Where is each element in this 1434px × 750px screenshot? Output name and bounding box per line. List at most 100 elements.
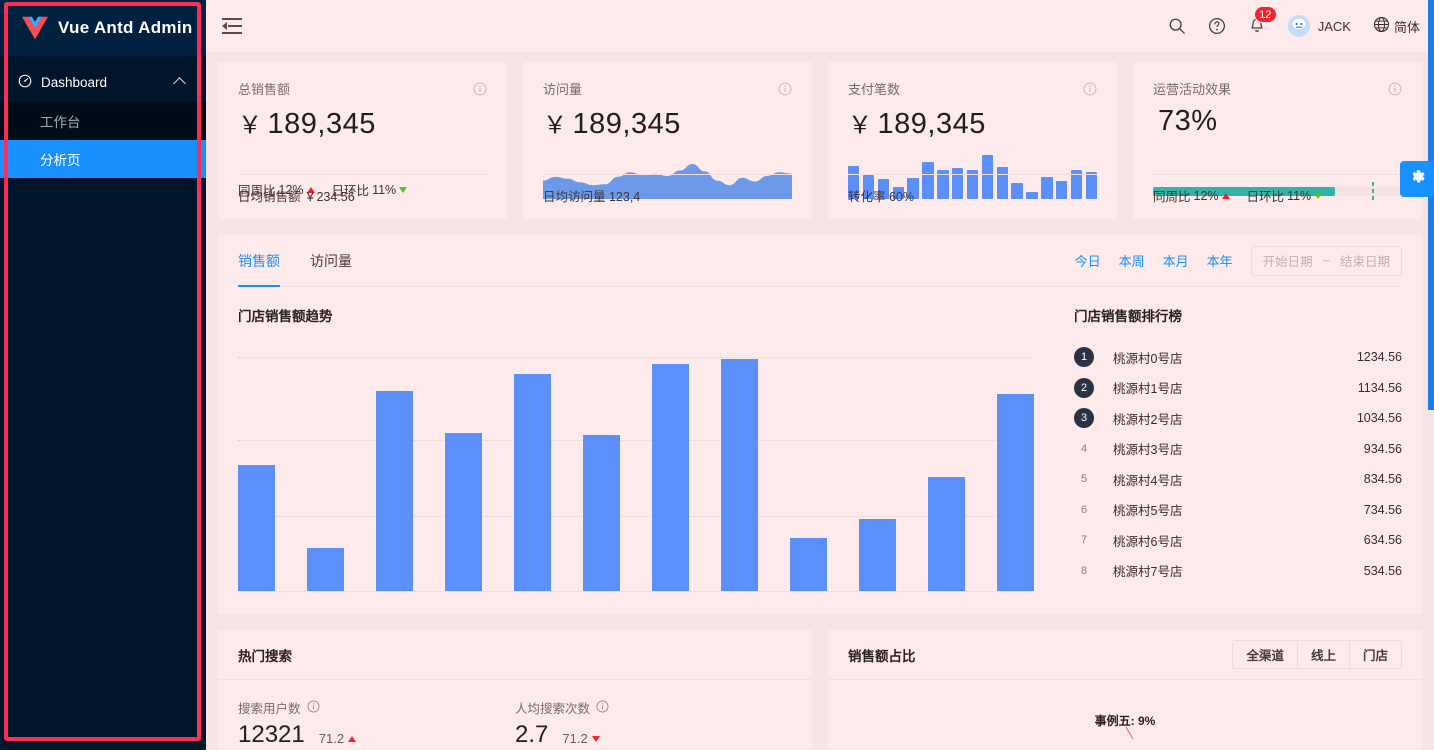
stat-value-row: 12321 71.2 bbox=[238, 721, 515, 749]
stat-card-header: 访问量 bbox=[543, 79, 792, 98]
trend-chart-title: 门店销售额趋势 bbox=[238, 309, 333, 324]
bar-4 bbox=[445, 432, 482, 592]
topbar: 12 JACK bbox=[206, 0, 1434, 52]
tab-visits[interactable]: 访问量 bbox=[310, 235, 352, 286]
sidebar-group-dashboard[interactable]: Dashboard bbox=[0, 62, 206, 102]
notification-bell[interactable]: 12 bbox=[1248, 6, 1277, 35]
hot-search-title: 热门搜索 bbox=[238, 648, 292, 664]
delta-value: 71.2 bbox=[318, 731, 345, 746]
question-circle-icon[interactable] bbox=[1208, 17, 1226, 35]
range-week[interactable]: 本周 bbox=[1118, 254, 1145, 269]
arrow-up-icon bbox=[1221, 192, 1230, 199]
segment-online[interactable]: 线上 bbox=[1296, 641, 1349, 668]
trend-label: 同周比 bbox=[1153, 190, 1191, 204]
segment-store[interactable]: 门店 bbox=[1348, 641, 1401, 668]
settings-drawer-button[interactable] bbox=[1400, 161, 1434, 197]
rank-value: 734.56 bbox=[1363, 502, 1402, 517]
segment-all-channels[interactable]: 全渠道 bbox=[1246, 649, 1284, 663]
rank-store-name: 桃源村1号店 bbox=[1113, 382, 1183, 397]
arrow-down-icon bbox=[399, 186, 408, 193]
stat-card-value: 73% bbox=[1153, 105, 1402, 138]
info-circle-icon[interactable] bbox=[778, 82, 792, 96]
mini-bar bbox=[1041, 176, 1053, 199]
tab-sales[interactable]: 销售额 bbox=[238, 235, 280, 287]
mini-bar bbox=[981, 154, 994, 199]
notification-badge: 12 bbox=[1253, 6, 1277, 23]
mini-bar bbox=[966, 170, 979, 199]
sidebar-item-analysis[interactable]: 分析页 bbox=[0, 140, 206, 178]
arrow-up-icon bbox=[348, 735, 357, 742]
stat-delta: 71.2 bbox=[318, 731, 357, 749]
start-date-input[interactable]: 开始日期 bbox=[1262, 255, 1313, 269]
bottom-card-row: 热门搜索 搜索用户数 12321 bbox=[218, 630, 1422, 749]
end-date-input[interactable]: 结束日期 bbox=[1339, 255, 1390, 269]
stat-label: 人均搜索次数 bbox=[515, 702, 591, 716]
mini-bar bbox=[907, 177, 919, 199]
mini-bar bbox=[1011, 183, 1023, 199]
rank-value: 1234.56 bbox=[1356, 350, 1402, 365]
mini-bar bbox=[1070, 170, 1083, 199]
range-today[interactable]: 今日 bbox=[1074, 254, 1101, 269]
trend-value: 11% bbox=[372, 182, 397, 197]
mini-bar bbox=[877, 178, 890, 199]
range-year[interactable]: 本年 bbox=[1206, 254, 1233, 269]
menu-fold-icon[interactable] bbox=[222, 18, 242, 34]
stat-card-number: 189,345 bbox=[572, 108, 681, 140]
stat-card-number: 189,345 bbox=[877, 108, 986, 140]
hot-search-stats: 搜索用户数 12321 71.2 bbox=[218, 680, 812, 749]
stat-card-number: 73% bbox=[1158, 105, 1218, 137]
ranking-row: 1 桃源村0号店 1234.56 bbox=[1074, 342, 1402, 373]
campaign-progress-bar bbox=[1153, 182, 1402, 201]
currency-symbol: ￥ bbox=[848, 112, 873, 139]
ranking-row: 7 桃源村6号店 634.56 bbox=[1074, 525, 1402, 556]
tab-label: 访问量 bbox=[310, 252, 352, 269]
rank-value: 1134.56 bbox=[1357, 380, 1402, 395]
sidebar-item-workbench[interactable]: 工作台 bbox=[0, 102, 206, 140]
bar-3 bbox=[376, 391, 413, 592]
ranking-row: 6 桃源村5号店 734.56 bbox=[1074, 495, 1402, 526]
ranking-title: 门店销售额排行榜 bbox=[1074, 309, 1182, 324]
info-circle-icon[interactable] bbox=[307, 700, 320, 716]
mini-bar bbox=[848, 165, 860, 199]
rank-badge: 1 bbox=[1074, 347, 1094, 368]
rank-store-name: 桃源村4号店 bbox=[1113, 473, 1183, 488]
language-switcher[interactable]: 简体 bbox=[1373, 16, 1420, 36]
rank-value: 534.56 bbox=[1363, 563, 1402, 578]
bar-9 bbox=[790, 538, 827, 592]
pie-leader-line bbox=[1125, 726, 1134, 740]
sidebar-logo[interactable]: Vue Antd Admin bbox=[0, 0, 206, 56]
chevron-up-icon[interactable] bbox=[173, 77, 186, 90]
trend-week: 同周比 12% bbox=[1153, 186, 1230, 205]
date-range-picker[interactable]: 开始日期 ~ 结束日期 bbox=[1250, 245, 1402, 276]
delta-value: 71.2 bbox=[562, 731, 588, 746]
rank-badge: 7 bbox=[1080, 534, 1088, 547]
rank-store-name: 桃源村3号店 bbox=[1113, 443, 1183, 458]
sidebar-item-label: 工作台 bbox=[40, 115, 81, 130]
mini-bar bbox=[1026, 191, 1038, 199]
stat-card-number: 189,345 bbox=[267, 108, 376, 140]
search-per-user-stat: 人均搜索次数 2.7 71.2 bbox=[515, 698, 792, 749]
language-label: 简体 bbox=[1393, 19, 1420, 35]
rank-value: 1034.56 bbox=[1356, 411, 1402, 426]
arrow-down-icon bbox=[591, 735, 600, 742]
info-circle-icon[interactable] bbox=[1388, 82, 1402, 96]
date-range-separator: ~ bbox=[1322, 253, 1330, 268]
search-icon[interactable] bbox=[1168, 17, 1186, 35]
trend-label: 日环比 bbox=[331, 184, 370, 198]
trend-day: 日环比 11% bbox=[332, 180, 408, 199]
info-circle-icon[interactable] bbox=[596, 700, 609, 716]
gear-icon bbox=[1408, 167, 1427, 191]
user-menu[interactable]: JACK bbox=[1287, 15, 1351, 37]
range-month[interactable]: 本月 bbox=[1162, 254, 1189, 269]
trend-label: 同周比 bbox=[238, 184, 276, 198]
rank-store-name: 桃源村6号店 bbox=[1113, 534, 1183, 549]
info-circle-icon[interactable] bbox=[1083, 82, 1097, 96]
vue-logo-icon bbox=[22, 16, 48, 40]
stat-label: 搜索用户数 bbox=[238, 702, 301, 716]
rank-badge: 8 bbox=[1080, 564, 1088, 577]
bar-7 bbox=[652, 364, 689, 592]
sales-trend-card: 销售额 访问量 今日 本周 本月 本年 开始日期 ~ bbox=[218, 235, 1422, 614]
vertical-scrollbar[interactable] bbox=[1428, 0, 1434, 410]
rank-value: 834.56 bbox=[1363, 472, 1402, 487]
info-circle-icon[interactable] bbox=[473, 82, 487, 96]
